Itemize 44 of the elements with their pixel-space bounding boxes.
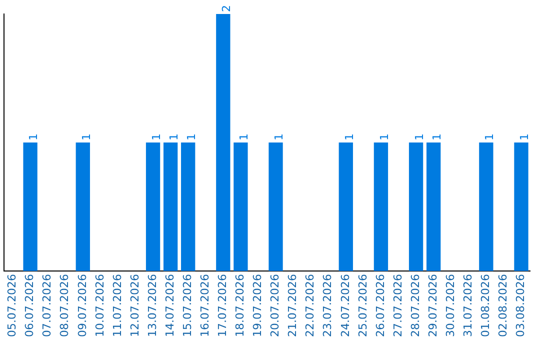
x-tick-label: 07.07.2026 — [40, 274, 54, 338]
x-tick-label: 20.07.2026 — [268, 274, 282, 338]
data-label: 1 — [238, 134, 251, 141]
data-label: 1 — [342, 134, 356, 141]
x-tick-label: 22.07.2026 — [304, 274, 317, 338]
x-tick-label: 03.08.2026 — [514, 274, 528, 338]
x-tick-label: 10.07.2026 — [93, 274, 106, 338]
x-tick-label: 28.07.2026 — [408, 274, 422, 338]
data-label: 1 — [184, 134, 198, 141]
x-tick-label: 31.07.2026 — [461, 274, 474, 338]
x-tick-label: 21.07.2026 — [286, 274, 300, 338]
data-label: 1 — [150, 134, 163, 141]
x-tick-label: 11.07.2026 — [110, 274, 124, 338]
x-tick-label: 18.07.2026 — [234, 274, 247, 338]
x-tick-label: 26.07.2026 — [374, 274, 387, 338]
data-label: 1 — [167, 134, 180, 141]
x-tick-label: 19.07.2026 — [251, 274, 264, 338]
x-tick-label: 30.07.2026 — [444, 274, 457, 338]
x-tick-label: 24.07.2026 — [338, 274, 352, 338]
x-tick-label: 01.08.2026 — [479, 274, 492, 338]
data-label: 1 — [412, 134, 426, 141]
x-tick-label: 16.07.2026 — [198, 274, 212, 338]
x-tick-label: 23.07.2026 — [321, 274, 334, 338]
x-tick-label: 17.07.2026 — [216, 274, 230, 338]
data-label: 1 — [483, 134, 496, 141]
data-label: 1 — [80, 134, 93, 141]
data-label: 1 — [518, 134, 532, 141]
x-tick-label: 06.07.2026 — [23, 274, 36, 338]
x-tick-label: 27.07.2026 — [391, 274, 404, 338]
data-label: 2 — [220, 5, 234, 12]
data-label: 1 — [378, 134, 391, 141]
x-tick-label: 25.07.2026 — [356, 274, 370, 338]
x-tick-label: 12.07.2026 — [128, 274, 142, 338]
x-tick-label: 29.07.2026 — [426, 274, 440, 338]
x-tick-label: 09.07.2026 — [76, 274, 89, 338]
x-tick-label: 15.07.2026 — [180, 274, 194, 338]
data-label: 1 — [272, 134, 286, 141]
x-tick-label: 05.07.2026 — [6, 274, 19, 338]
data-label: 1 — [430, 134, 444, 141]
x-tick-label: 02.08.2026 — [496, 274, 510, 338]
data-label: 1 — [27, 134, 40, 141]
x-tick-label: 08.07.2026 — [58, 274, 72, 338]
x-tick-label: 13.07.2026 — [146, 274, 159, 338]
x-tick-label: 14.07.2026 — [163, 274, 176, 338]
